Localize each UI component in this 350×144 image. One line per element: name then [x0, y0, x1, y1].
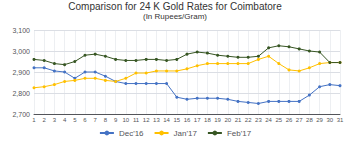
- svg-text:4: 4: [63, 117, 67, 123]
- svg-text:18: 18: [204, 117, 211, 123]
- svg-text:8: 8: [104, 117, 108, 123]
- svg-text:6: 6: [83, 117, 87, 123]
- svg-text:3,100: 3,100: [12, 27, 30, 34]
- svg-text:29: 29: [316, 117, 323, 123]
- svg-text:2,900: 2,900: [12, 69, 30, 76]
- svg-text:Dec'16: Dec'16: [119, 129, 144, 138]
- svg-text:14: 14: [163, 117, 170, 123]
- svg-text:21: 21: [235, 117, 242, 123]
- svg-text:30: 30: [326, 117, 333, 123]
- svg-text:3: 3: [53, 117, 57, 123]
- svg-text:24: 24: [265, 117, 272, 123]
- svg-text:10: 10: [122, 117, 129, 123]
- svg-text:22: 22: [245, 117, 252, 123]
- svg-text:23: 23: [255, 117, 262, 123]
- svg-text:3,000: 3,000: [12, 48, 30, 55]
- svg-text:7: 7: [94, 117, 98, 123]
- svg-text:Jan'17: Jan'17: [174, 129, 198, 138]
- svg-text:27: 27: [296, 117, 303, 123]
- svg-text:20: 20: [224, 117, 231, 123]
- svg-text:15: 15: [173, 117, 180, 123]
- svg-text:16: 16: [184, 117, 191, 123]
- svg-text:1: 1: [32, 117, 36, 123]
- svg-text:9: 9: [114, 117, 118, 123]
- svg-text:2: 2: [43, 117, 47, 123]
- svg-text:2,700: 2,700: [12, 111, 30, 118]
- svg-text:13: 13: [153, 117, 160, 123]
- svg-text:5: 5: [73, 117, 77, 123]
- svg-text:Comparison for 24 K Gold Rates: Comparison for 24 K Gold Rates for Coimb…: [68, 1, 282, 12]
- svg-text:31: 31: [337, 117, 344, 123]
- svg-text:25: 25: [275, 117, 282, 123]
- svg-text:(In Rupees/Gram): (In Rupees/Gram): [143, 12, 207, 21]
- svg-text:Feb'17: Feb'17: [227, 129, 252, 138]
- svg-text:26: 26: [286, 117, 293, 123]
- svg-text:2,800: 2,800: [12, 90, 30, 97]
- svg-text:19: 19: [214, 117, 221, 123]
- svg-text:11: 11: [133, 117, 140, 123]
- svg-text:17: 17: [194, 117, 201, 123]
- svg-text:28: 28: [306, 117, 313, 123]
- svg-text:12: 12: [143, 117, 150, 123]
